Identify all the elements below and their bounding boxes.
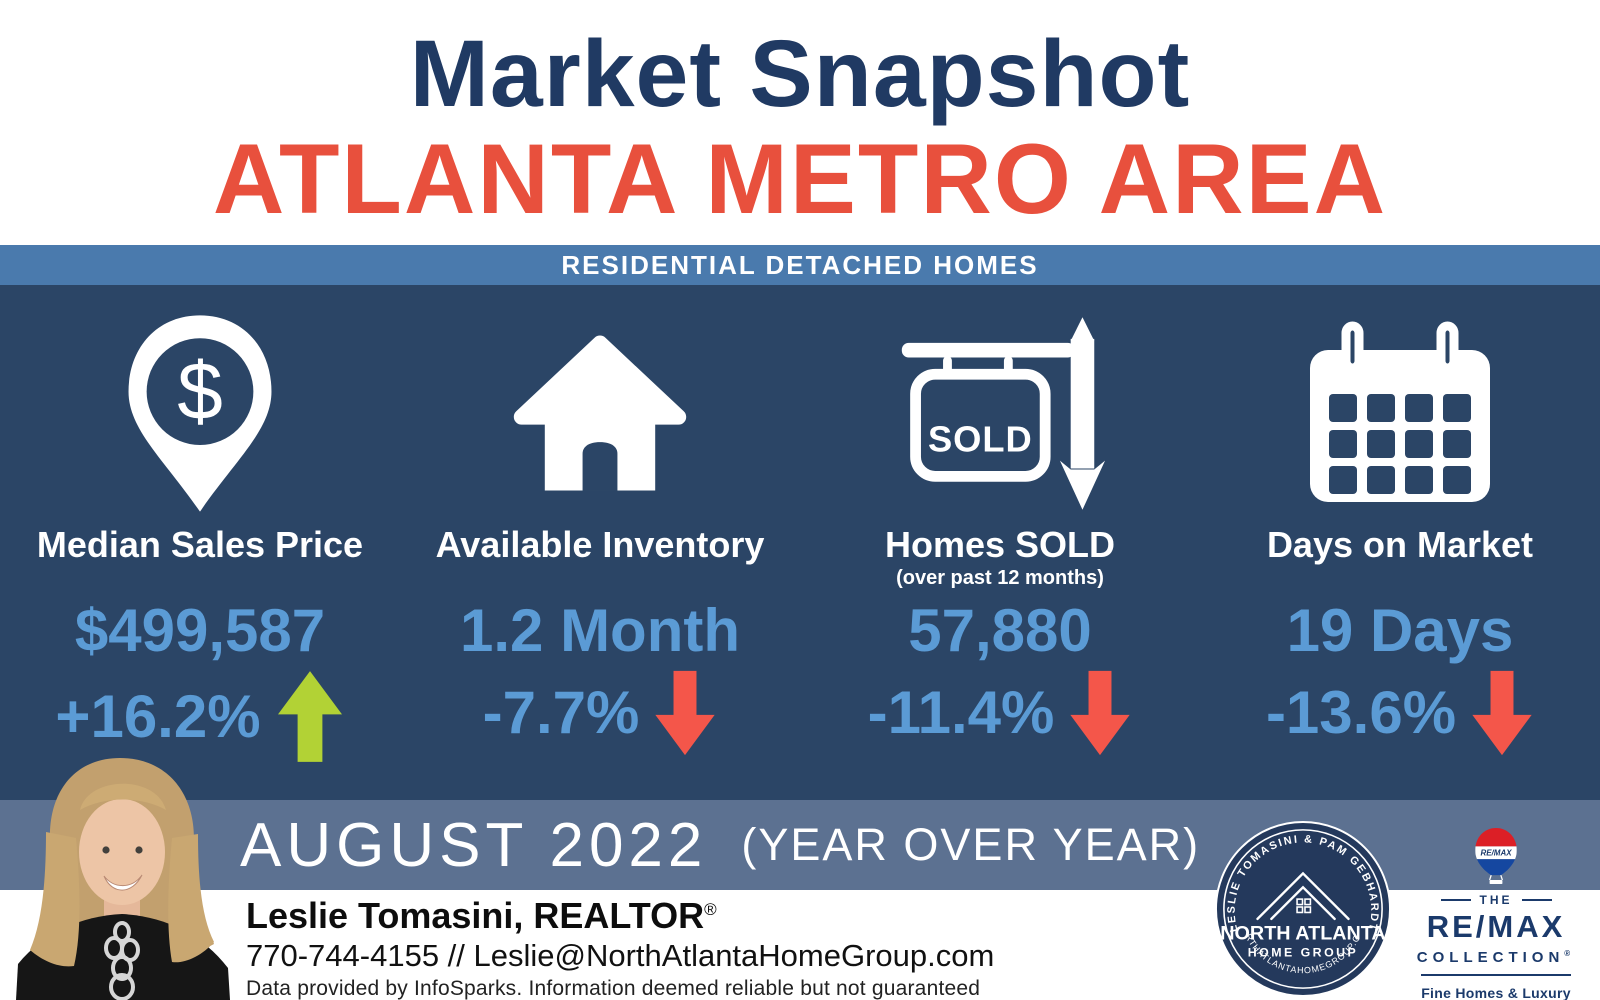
down-arrow-icon (1070, 670, 1131, 756)
dollar-glyph: $ (177, 346, 223, 437)
stat-change: +16.2% (55, 669, 344, 764)
stat-value: 19 Days (1286, 597, 1514, 664)
data-disclaimer: Data provided by InfoSparks. Information… (246, 977, 981, 1000)
down-arrow-icon (655, 670, 716, 756)
agent-contact: 770-744-4155 // Leslie@NorthAtlantaHomeG… (246, 938, 995, 973)
remax-tagline: Fine Homes & Luxury Properties (1421, 985, 1571, 1000)
remax-the: THE (1479, 893, 1513, 907)
remax-name: RE/MAX (1426, 909, 1566, 944)
stat-change: -13.6% (1266, 669, 1534, 757)
page-title: Market Snapshot (409, 21, 1191, 127)
rule-right (1521, 899, 1552, 901)
sold-sign-icon: SOLD (892, 303, 1108, 525)
agent-name: Leslie Tomasini, REALTOR® (246, 890, 994, 936)
stat-available-inventory: Available Inventory 1.2 Month -7.7% (400, 285, 800, 800)
property-type-label: RESIDENTIAL DETACHED HOMES (561, 249, 1039, 280)
sold-sign-icon-svg: SOLD (901, 317, 1106, 510)
dollar-pin-icon: $ (119, 303, 281, 525)
remax-collection-logo: RE/MAX THE RE/MAX COLLECTION® Fine Homes… (1398, 826, 1594, 1000)
down-arrow-icon (1472, 670, 1532, 756)
page-subtitle: ATLANTA METRO AREA (212, 123, 1388, 234)
property-type-band: RESIDENTIAL DETACHED HOMES (0, 245, 1600, 285)
remax-the-row: THE (1398, 893, 1594, 907)
stat-change-text: -7.7% (482, 679, 640, 746)
balloon-label: RE/MAX (1480, 849, 1512, 858)
up-arrow-icon (277, 671, 342, 762)
stats-panel: $ Median Sales Price $499,587 +16.2% (0, 285, 1600, 800)
calendar-icon (1302, 303, 1498, 525)
remax-balloon-icon: RE/MAX (1475, 828, 1517, 884)
period-comparison: (YEAR OVER YEAR) (741, 819, 1201, 870)
stat-change: -7.7% (483, 669, 718, 757)
rule-left (1440, 899, 1471, 901)
remax-registered-mark: ® (1564, 949, 1576, 958)
north-atlanta-home-group-badge: LESLIE TOMASINI & PAM GEBHARDT NORTHATLA… (1214, 820, 1392, 998)
agent-info: Leslie Tomasini, REALTOR® 770-744-4155 /… (246, 890, 994, 1000)
stat-change: -11.4% (868, 669, 1133, 757)
badge-name-line2: HOME GROUP (1248, 945, 1359, 959)
stat-value: 57,880 (908, 597, 1092, 664)
calendar-icon-svg (1310, 321, 1490, 502)
stat-days-on-market: Days on Market 19 Days -13.6% (1200, 285, 1600, 800)
house-icon (508, 303, 692, 525)
stat-value: $499,587 (74, 597, 326, 664)
stat-median-sales-price: $ Median Sales Price $499,587 +16.2% (0, 285, 400, 800)
house-icon-svg (513, 335, 687, 491)
dollar-pin-icon-svg: $ (128, 315, 272, 512)
stat-value: 1.2 Month (460, 597, 740, 664)
stat-sublabel: (over past 12 months) (896, 566, 1104, 589)
agent-name-text: Leslie Tomasini, REALTOR (246, 895, 705, 936)
remax-rule (1421, 974, 1571, 976)
period-month: AUGUST 2022 (240, 810, 708, 880)
stat-change-text: -11.4% (867, 679, 1055, 746)
remax-collection: COLLECTION® (1398, 949, 1594, 966)
stat-change-text: +16.2% (55, 682, 261, 750)
stat-change-text: -13.6% (1265, 679, 1457, 746)
badge-roof-icon (1256, 871, 1350, 921)
badge-window-icon (1296, 898, 1312, 914)
necklace (104, 921, 140, 1000)
stat-label: Median Sales Price (36, 524, 364, 565)
stat-label: Days on Market (1266, 524, 1534, 565)
registered-mark: ® (704, 900, 717, 919)
sold-sign-text: SOLD (928, 419, 1033, 460)
stat-label: Available Inventory (435, 524, 765, 565)
agent-photo (16, 758, 230, 1000)
badge-name-line1: NORTH ATLANTA (1220, 923, 1385, 945)
remax-collection-text: COLLECTION (1416, 949, 1565, 966)
stat-homes-sold: SOLD Homes SOLD (over past 12 months) 57… (800, 285, 1200, 800)
stat-label: Homes SOLD (884, 524, 1116, 565)
